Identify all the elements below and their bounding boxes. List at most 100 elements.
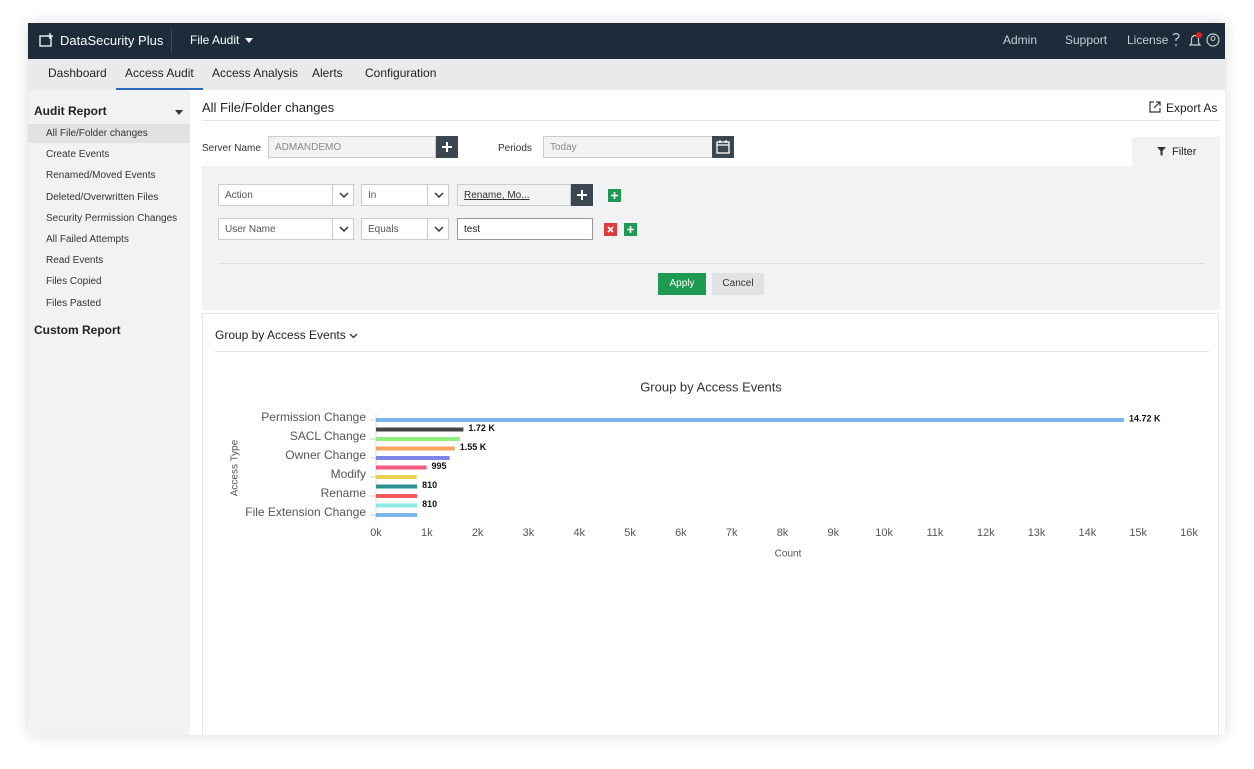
x-tick-label: 10k: [875, 527, 893, 539]
x-tick-label: 13k: [1028, 527, 1046, 539]
x-tick-label: 1k: [421, 527, 433, 539]
chart-title: Group by Access Events: [640, 379, 782, 394]
bar: [376, 427, 464, 432]
bar: [376, 494, 418, 498]
tab[interactable]: Alerts: [312, 66, 343, 80]
bar: [376, 437, 460, 441]
divider: [171, 29, 172, 53]
export-icon: [1149, 101, 1161, 113]
sidebar-item[interactable]: Security Permission Changes: [46, 212, 178, 224]
x-tick-label: 14k: [1079, 527, 1097, 539]
value-input[interactable]: test: [457, 218, 593, 240]
x-tick-label: 2k: [472, 527, 484, 539]
data-label: 810: [422, 499, 437, 509]
section-title[interactable]: Custom Report: [34, 323, 121, 337]
filter-label: Filter: [1172, 146, 1197, 158]
bar: [376, 446, 455, 451]
x-tick-label: 11k: [926, 527, 943, 539]
apply-button[interactable]: Apply: [658, 273, 706, 295]
header-link[interactable]: Support: [1065, 33, 1108, 47]
x-tick-label: 7k: [726, 527, 738, 539]
filter-panel: Apply Cancel Action In Rename, Mo... User N…: [202, 166, 1220, 310]
tab[interactable]: Access Analysis: [212, 66, 299, 80]
period-input[interactable]: Today: [543, 136, 713, 158]
server-input[interactable]: ADMANDEMO: [268, 136, 436, 158]
x-tick-label: 12k: [977, 527, 995, 539]
tab[interactable]: Access Audit: [116, 59, 203, 90]
y-tick-label: Owner Change: [285, 448, 366, 462]
tab[interactable]: Configuration: [365, 66, 437, 80]
x-tick-label: 16k: [1180, 527, 1198, 539]
page-title: All File/Folder changes: [202, 100, 335, 115]
y-tick-label: Permission Change: [261, 410, 366, 424]
caret: [245, 38, 253, 43]
label: Server Name: [202, 143, 261, 154]
add-row-button[interactable]: [624, 223, 637, 236]
x-tick-label: 8k: [777, 527, 789, 539]
field-select[interactable]: Action: [218, 184, 354, 206]
bar: [376, 456, 450, 460]
x-tick-label: 4k: [573, 527, 585, 539]
app-window: DataSecurity Plus File Audit Admin Suppor…: [28, 23, 1225, 735]
x-tick-label: 0k: [370, 527, 382, 539]
brand: DataSecurity Plus: [60, 33, 164, 48]
sidebar-item[interactable]: Create Events: [46, 149, 110, 161]
export-button[interactable]: Export As: [1166, 101, 1218, 115]
calendar-button[interactable]: [712, 136, 734, 158]
caret: [175, 110, 183, 115]
bar: [376, 503, 418, 508]
x-axis-title: Count: [775, 549, 802, 560]
bar: [376, 418, 1124, 422]
add-button[interactable]: [436, 136, 458, 158]
data-label: 810: [422, 480, 437, 490]
filter-toggle[interactable]: Filter: [1132, 137, 1220, 166]
add-button[interactable]: [571, 184, 593, 206]
module-switch[interactable]: File Audit: [190, 33, 240, 47]
sidebar-item[interactable]: Files Copied: [46, 276, 102, 288]
dropdown-caret: [332, 218, 355, 240]
cancel-button[interactable]: Cancel: [712, 273, 764, 295]
header-link[interactable]: Admin: [1003, 33, 1038, 47]
value-input[interactable]: Rename, Mo...: [457, 184, 571, 206]
data-label: 1.72 K: [468, 423, 495, 433]
chart: Group by Access Events Access Type Count…: [230, 379, 1199, 560]
caret: [349, 333, 358, 339]
sidebar-item[interactable]: All File/Folder changes: [28, 124, 190, 143]
sidebar-item[interactable]: Renamed/Moved Events: [46, 170, 156, 182]
dropdown-caret: [427, 184, 450, 206]
y-tick-label: File Extension Change: [245, 505, 366, 519]
section-title[interactable]: Audit Report: [34, 104, 107, 118]
header-links: Admin Support License: [973, 33, 1173, 49]
group-by-select[interactable]: Group by Access Events: [215, 328, 346, 342]
data-label: 14.72 K: [1129, 413, 1161, 423]
data-label: 995: [432, 461, 447, 471]
header-icons: [1172, 32, 1220, 47]
dropdown-caret: [332, 184, 355, 206]
x-tick-label: 15k: [1129, 527, 1147, 539]
sidebar: Audit Report Custom Report All File/Fold…: [28, 90, 190, 735]
field-select[interactable]: User Name: [218, 218, 354, 240]
y-axis-title: Access Type: [230, 439, 241, 496]
tab[interactable]: Dashboard: [48, 66, 107, 80]
y-tick-label: Rename: [321, 486, 367, 500]
x-tick-label: 9k: [828, 527, 840, 539]
remove-row-button[interactable]: [604, 223, 617, 236]
dropdown-caret: [427, 218, 450, 240]
data-label: 1.55 K: [460, 442, 487, 452]
divider: [215, 351, 1209, 352]
header-link[interactable]: License: [1127, 33, 1169, 47]
y-tick-label: Modify: [331, 467, 366, 481]
divider: [202, 120, 1220, 121]
bar: [376, 513, 418, 517]
header-bar: DataSecurity Plus File Audit Admin Suppor…: [28, 23, 1225, 59]
sidebar-item[interactable]: Files Pasted: [46, 297, 102, 309]
y-tick-label: SACL Change: [290, 429, 367, 443]
sidebar-item[interactable]: Deleted/Overwritten Files: [46, 191, 159, 203]
x-tick-label: 5k: [624, 527, 636, 539]
sidebar-item[interactable]: Read Events: [46, 255, 104, 267]
add-row-button[interactable]: [608, 189, 621, 202]
x-tick-label: 3k: [523, 527, 535, 539]
sidebar-item[interactable]: All Failed Attempts: [46, 234, 129, 245]
bar: [376, 475, 417, 479]
